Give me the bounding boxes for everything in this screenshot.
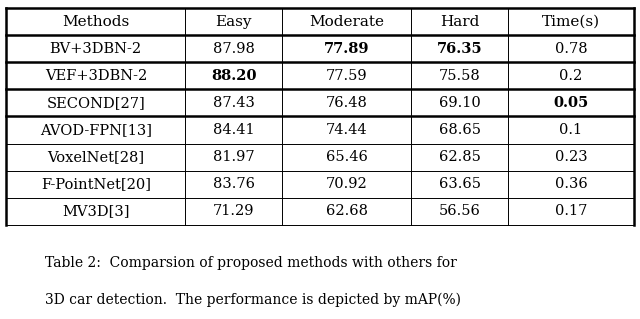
Text: 77.89: 77.89 [324, 42, 369, 56]
Text: MV3D[3]: MV3D[3] [62, 204, 129, 218]
Text: 3D car detection.  The performance is depicted by mAP(%): 3D car detection. The performance is dep… [45, 293, 461, 307]
Text: 56.56: 56.56 [438, 204, 481, 218]
Text: 81.97: 81.97 [213, 150, 255, 164]
Text: Moderate: Moderate [309, 15, 384, 28]
Text: 74.44: 74.44 [326, 123, 367, 137]
Text: 83.76: 83.76 [212, 177, 255, 191]
Text: Table 2:  Comparsion of proposed methods with others for: Table 2: Comparsion of proposed methods … [45, 256, 457, 270]
Text: 0.2: 0.2 [559, 69, 582, 83]
Text: 88.20: 88.20 [211, 69, 257, 83]
Text: 63.65: 63.65 [438, 177, 481, 191]
Text: 62.68: 62.68 [326, 204, 367, 218]
Text: 0.1: 0.1 [559, 123, 582, 137]
Text: 0.23: 0.23 [555, 150, 587, 164]
Text: 71.29: 71.29 [213, 204, 255, 218]
Text: 76.48: 76.48 [326, 96, 367, 110]
Text: 76.35: 76.35 [436, 42, 483, 56]
Text: 87.43: 87.43 [213, 96, 255, 110]
Text: 65.46: 65.46 [326, 150, 367, 164]
Text: F-PointNet[20]: F-PointNet[20] [41, 177, 151, 191]
Text: 0.36: 0.36 [554, 177, 588, 191]
Text: Hard: Hard [440, 15, 479, 28]
Text: 77.59: 77.59 [326, 69, 367, 83]
Text: 0.78: 0.78 [555, 42, 587, 56]
Text: 68.65: 68.65 [438, 123, 481, 137]
Text: 62.85: 62.85 [438, 150, 481, 164]
Text: AVOD-FPN[13]: AVOD-FPN[13] [40, 123, 152, 137]
Text: Easy: Easy [216, 15, 252, 28]
Text: 0.05: 0.05 [553, 96, 589, 110]
Text: 0.17: 0.17 [555, 204, 587, 218]
Text: 70.92: 70.92 [326, 177, 367, 191]
Text: VoxelNet[28]: VoxelNet[28] [47, 150, 145, 164]
Text: 75.58: 75.58 [438, 69, 481, 83]
Text: VEF+3DBN-2: VEF+3DBN-2 [45, 69, 147, 83]
Text: Time(s): Time(s) [542, 15, 600, 28]
Text: 69.10: 69.10 [438, 96, 481, 110]
Text: 84.41: 84.41 [213, 123, 255, 137]
Text: Methods: Methods [62, 15, 129, 28]
Text: BV+3DBN-2: BV+3DBN-2 [50, 42, 142, 56]
Text: 87.98: 87.98 [213, 42, 255, 56]
Text: SECOND[27]: SECOND[27] [47, 96, 145, 110]
